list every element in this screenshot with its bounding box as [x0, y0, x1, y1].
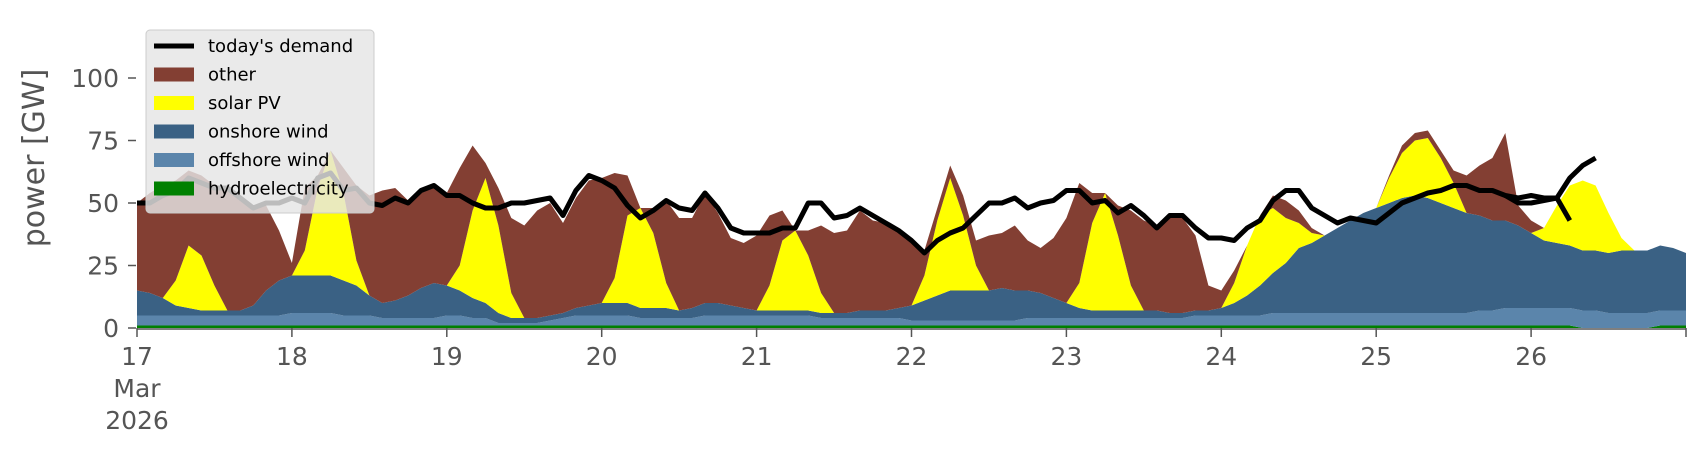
legend-swatch — [154, 153, 194, 167]
x-tick-label: 22 — [896, 342, 928, 371]
legend: today's demand other solar PV onshore wind o… — [145, 29, 375, 214]
axes: 0 25 50 75 100 17 Mar 2026 18 19 20 21 22 23 24 25 26 — [71, 64, 1687, 435]
legend-swatch — [154, 96, 194, 110]
x-tick-label: 24 — [1205, 342, 1237, 371]
y-tick-label: 25 — [87, 252, 119, 281]
x-tick-label: 21 — [741, 342, 773, 371]
area-other — [137, 130, 1686, 318]
legend-label: hydroelectricity — [208, 179, 349, 200]
x-tick-label: 19 — [431, 342, 463, 371]
legend-label: today's demand — [208, 36, 353, 57]
x-tick-label: 23 — [1050, 342, 1082, 371]
y-tick-label: 75 — [87, 127, 119, 156]
y-tick-label: 50 — [87, 189, 119, 218]
legend-box — [145, 29, 375, 214]
legend-swatch — [154, 124, 194, 139]
x-tick-label: 20 — [586, 342, 618, 371]
demand-lines — [137, 155, 1597, 256]
legend-label: offshore wind — [208, 150, 330, 171]
legend-label: solar PV — [208, 93, 281, 114]
x-tick-label: 26 — [1515, 342, 1547, 371]
x-tick-label: 17 Mar 2026 — [105, 342, 169, 435]
y-tick-label: 100 — [71, 64, 119, 93]
x-tick-label: 25 — [1360, 342, 1392, 371]
demand-line-segment — [1504, 155, 1597, 206]
demand-line-segment — [137, 170, 1572, 256]
y-tick-label: 0 — [103, 314, 119, 343]
legend-label: other — [208, 65, 257, 86]
legend-label: onshore wind — [208, 122, 329, 143]
area-onshore-wind — [137, 195, 1686, 323]
area-hydroelectricity — [137, 325, 1686, 328]
x-tick-label: 18 — [276, 342, 308, 371]
legend-swatch — [154, 181, 194, 196]
legend-swatch — [154, 67, 194, 82]
stacked-areas — [137, 130, 1686, 328]
y-axis-label: power [GW] — [17, 69, 52, 248]
